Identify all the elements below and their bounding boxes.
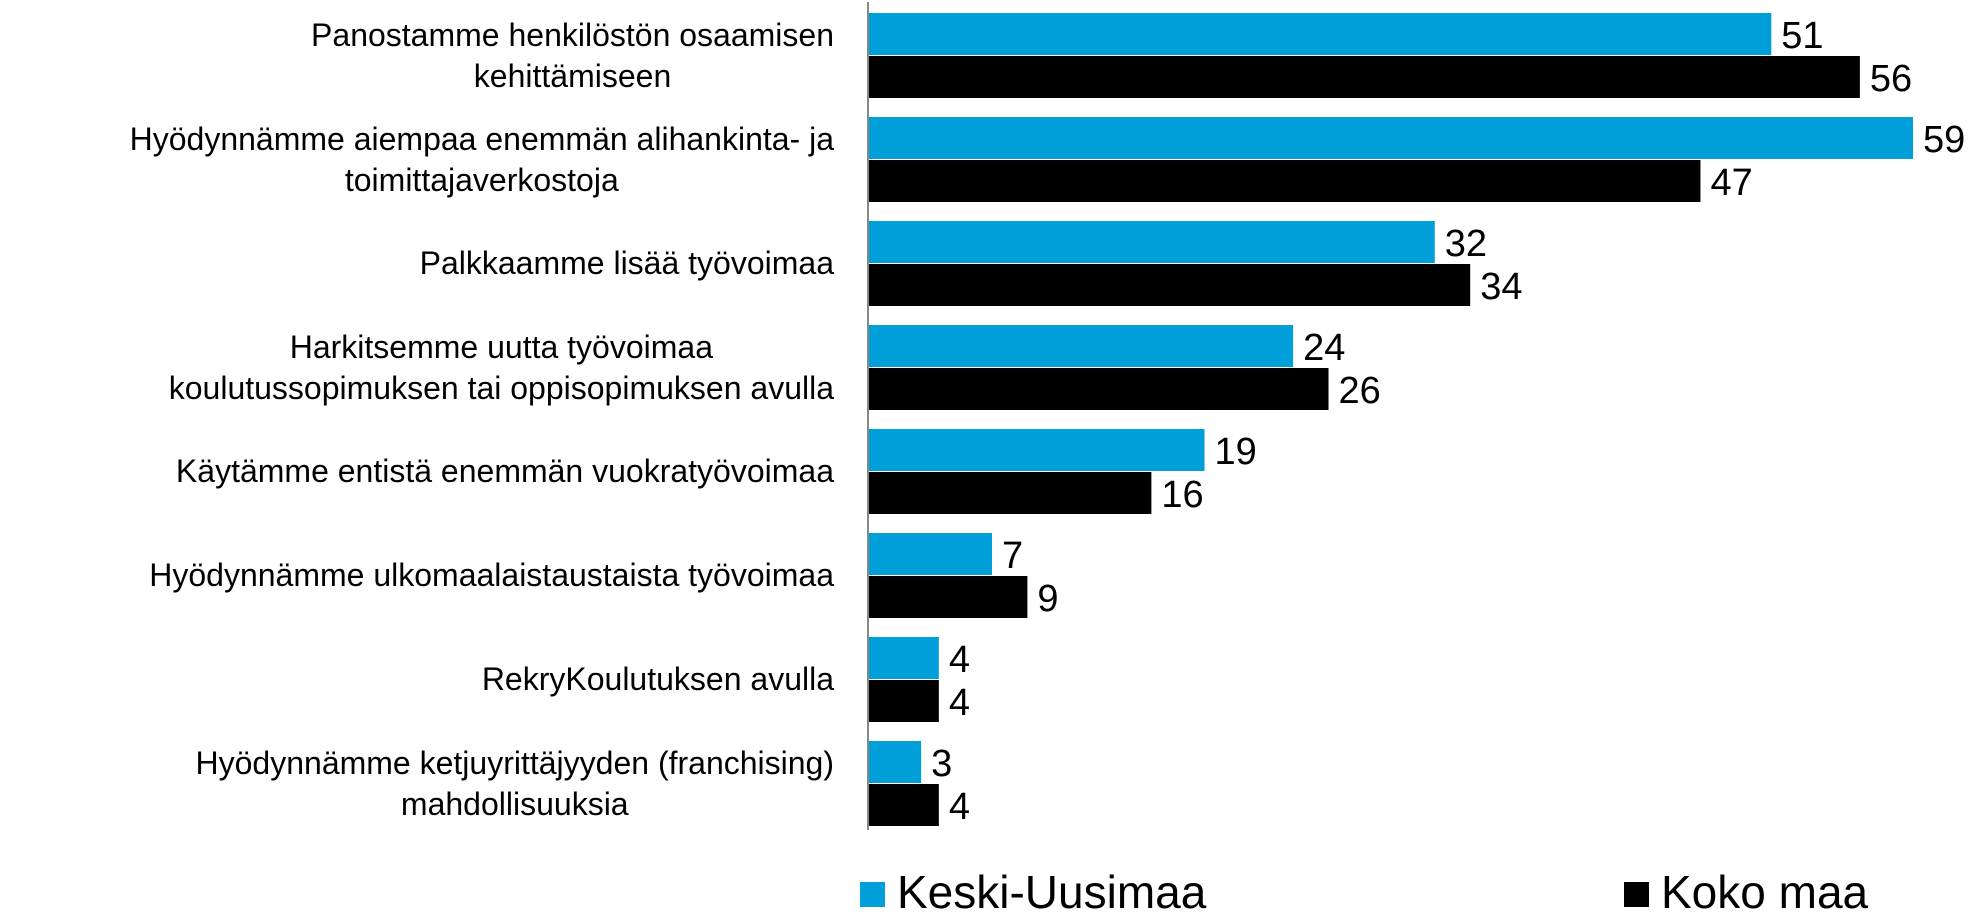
legend-swatch <box>1624 882 1649 907</box>
bar <box>869 368 1329 410</box>
bar <box>869 576 1028 618</box>
bar <box>869 784 939 826</box>
value-label: 19 <box>1215 431 1257 473</box>
category-text: Hyödynnämme ketjuyrittäjyyden (franchisi… <box>195 744 834 822</box>
category-text: Palkkaamme lisää työvoimaa <box>419 245 834 281</box>
value-label: 4 <box>949 682 970 724</box>
legend-label: Koko maa <box>1661 866 1869 917</box>
value-label: 9 <box>1037 578 1058 620</box>
category-label: Palkkaamme lisää työvoimaa <box>4 221 834 306</box>
value-label: 4 <box>949 786 970 828</box>
category-text: Käytämme entistä enemmän vuokratyövoimaa <box>175 453 834 489</box>
value-label: 3 <box>931 743 952 785</box>
category-text: Harkitsemme uutta työvoimaa koulutussopi… <box>168 328 834 406</box>
value-label: 51 <box>1781 15 1823 57</box>
category-text: Panostamme henkilöstön osaamisen kehittä… <box>311 16 834 94</box>
category-label: Hyödynnämme ulkomaalaistaustaista työvoi… <box>4 533 834 618</box>
bar <box>869 117 1913 159</box>
category-text: Hyödynnämme aiempaa enemmän alihankinta-… <box>129 120 834 198</box>
bar <box>869 533 992 575</box>
category-text: RekryKoulutuksen avulla <box>481 661 834 697</box>
category-label: Harkitsemme uutta työvoimaa koulutussopi… <box>4 325 834 410</box>
category-label: Käytämme entistä enemmän vuokratyövoimaa <box>4 429 834 514</box>
value-label: 32 <box>1445 223 1487 265</box>
value-label: 56 <box>1870 58 1912 100</box>
value-label: 16 <box>1161 474 1203 516</box>
bar <box>869 741 922 783</box>
bar <box>869 429 1205 471</box>
category-label: RekryKoulutuksen avulla <box>4 637 834 722</box>
bar <box>869 221 1435 263</box>
value-label: 59 <box>1923 119 1965 161</box>
category-label: Hyödynnämme ketjuyrittäjyyden (franchisi… <box>4 741 834 826</box>
category-label: Panostamme henkilöstön osaamisen kehittä… <box>4 13 834 98</box>
legend-label: Keski-Uusimaa <box>897 866 1207 917</box>
bar <box>869 160 1701 202</box>
value-label: 24 <box>1303 327 1345 369</box>
bar <box>869 264 1471 306</box>
value-label: 47 <box>1710 162 1752 204</box>
bar <box>869 325 1294 367</box>
value-label: 34 <box>1480 266 1522 308</box>
value-label: 4 <box>949 639 970 681</box>
category-label: Hyödynnämme aiempaa enemmän alihankinta-… <box>4 117 834 202</box>
value-label: 7 <box>1002 535 1023 577</box>
bar <box>869 472 1152 514</box>
value-label: 26 <box>1339 370 1381 412</box>
bar <box>869 680 939 722</box>
category-text: Hyödynnämme ulkomaalaistaustaista työvoi… <box>149 557 834 593</box>
bar <box>869 637 939 679</box>
legend-swatch <box>860 882 885 907</box>
bar <box>869 13 1772 55</box>
bar <box>869 56 1860 98</box>
